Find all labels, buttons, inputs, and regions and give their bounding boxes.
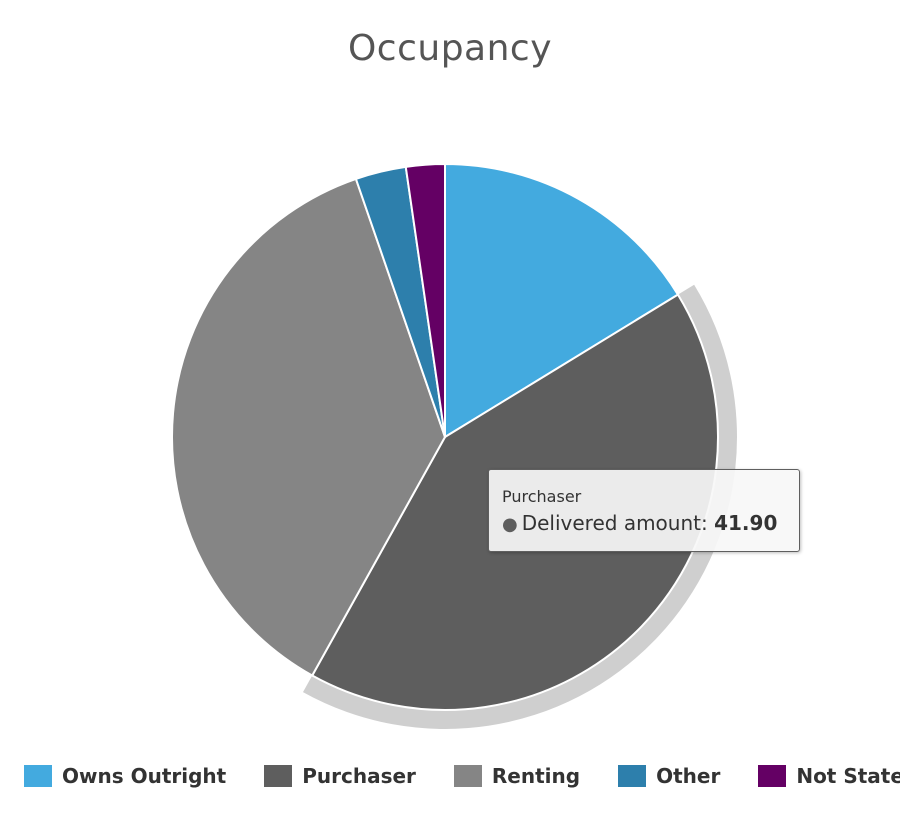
chart-title: Occupancy xyxy=(347,28,553,69)
legend-label: Renting xyxy=(491,764,581,788)
tooltip-value: 41.90 xyxy=(714,511,778,535)
legend-label: Other xyxy=(656,764,721,788)
legend-item-purchaser[interactable]: Purchaser xyxy=(264,764,416,788)
legend-item-owns-outright[interactable]: Owns Outright xyxy=(24,764,226,788)
legend-swatch xyxy=(453,765,482,787)
legend-swatch xyxy=(758,765,787,787)
legend: Owns Outright Purchaser Renting Other Not St… xyxy=(24,760,900,792)
legend-item-renting[interactable]: Renting xyxy=(453,764,581,788)
tooltip: Purchaser ● Delivered amount: 41.90 xyxy=(488,469,800,552)
tooltip-row: ● Delivered amount: 41.90 xyxy=(502,509,787,539)
legend-label: Not Stated xyxy=(796,764,900,788)
slice-owns-outright[interactable] xyxy=(444,163,679,438)
tooltip-series-label: Delivered amount: xyxy=(521,511,708,535)
legend-swatch xyxy=(618,765,647,787)
tooltip-bullet-icon: ● xyxy=(502,514,518,535)
legend-swatch xyxy=(24,765,52,787)
slice-renting[interactable] xyxy=(171,177,446,677)
pie-slices xyxy=(171,163,719,711)
legend-swatch xyxy=(264,765,293,787)
legend-label: Owns Outright xyxy=(62,764,227,788)
legend-item-not-stated[interactable]: Not Stated xyxy=(758,764,900,788)
tooltip-title: Purchaser xyxy=(502,487,582,506)
legend-item-other[interactable]: Other xyxy=(618,764,720,788)
slice-not-stated[interactable] xyxy=(404,163,446,438)
legend-label: Purchaser xyxy=(302,764,416,788)
